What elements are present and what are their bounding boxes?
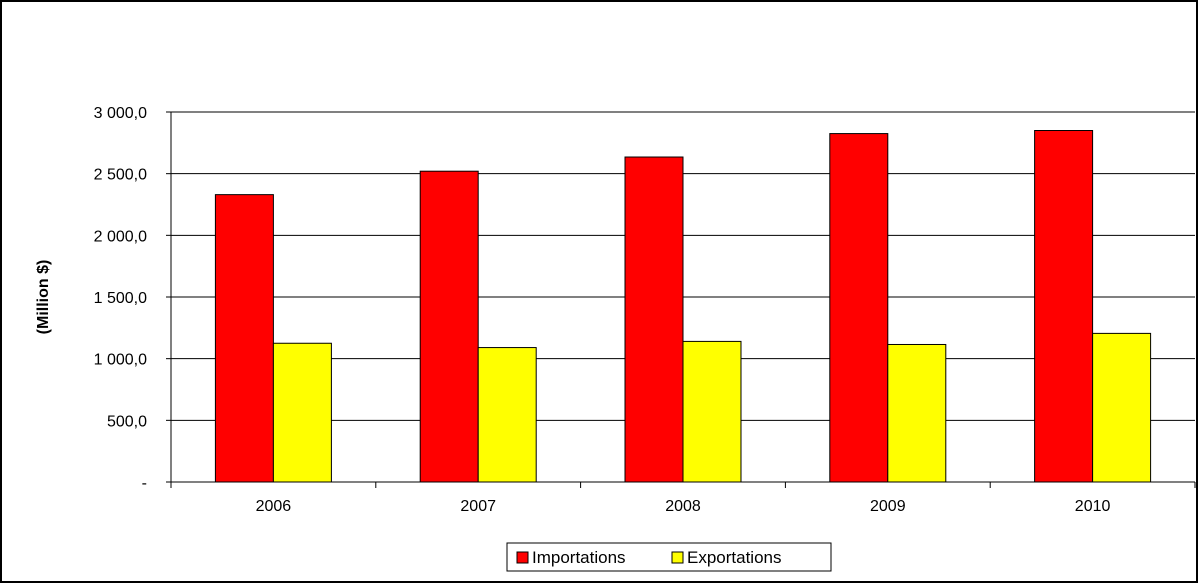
x-tick-label: 2007 bbox=[460, 498, 496, 515]
y-tick-label: 2 000,0 bbox=[94, 228, 147, 245]
bar-exportations-2008 bbox=[682, 340, 742, 483]
legend-swatch-exportations bbox=[671, 551, 684, 564]
x-tick-label: 2006 bbox=[256, 498, 292, 515]
legend-box bbox=[506, 542, 832, 572]
y-tick-label: 1 000,0 bbox=[94, 352, 147, 369]
bar-exportations-2006 bbox=[272, 342, 332, 483]
y-tick-labels: - 500,0 1 000,0 1 500,0 2 000,0 2 500,0 3 000,… bbox=[94, 105, 147, 492]
y-axis-label: (Million $) bbox=[35, 260, 52, 335]
bars bbox=[214, 130, 1152, 483]
x-tick-label: 2008 bbox=[665, 498, 701, 515]
legend-swatch-importations bbox=[516, 551, 529, 564]
bar-importations-2010 bbox=[1034, 130, 1094, 483]
legend-label-exportations: Exportations bbox=[687, 548, 782, 567]
bar-exportations-2010 bbox=[1092, 332, 1152, 483]
bar-importations-2007 bbox=[419, 170, 479, 483]
axes bbox=[170, 112, 1196, 488]
bar-importations-2009 bbox=[829, 133, 889, 483]
x-tick-label: 2010 bbox=[1075, 498, 1111, 515]
y-tick-label: - bbox=[142, 475, 147, 492]
legend-label-importations: Importations bbox=[532, 548, 626, 567]
bar-importations-2006 bbox=[214, 194, 274, 483]
y-tick-label: 3 000,0 bbox=[94, 105, 147, 122]
y-tick-label: 1 500,0 bbox=[94, 290, 147, 307]
bar-exportations-2009 bbox=[887, 343, 947, 483]
y-tick-label: 2 500,0 bbox=[94, 167, 147, 184]
y-tick-label: 500,0 bbox=[107, 413, 147, 430]
bar-importations-2008 bbox=[624, 156, 684, 483]
bar-exportations-2007 bbox=[477, 347, 537, 483]
x-tick-label: 2009 bbox=[870, 498, 906, 515]
x-tick-labels: 2006 2007 2008 2009 2010 bbox=[256, 498, 1111, 515]
legend: Importations Exportations bbox=[506, 542, 832, 572]
